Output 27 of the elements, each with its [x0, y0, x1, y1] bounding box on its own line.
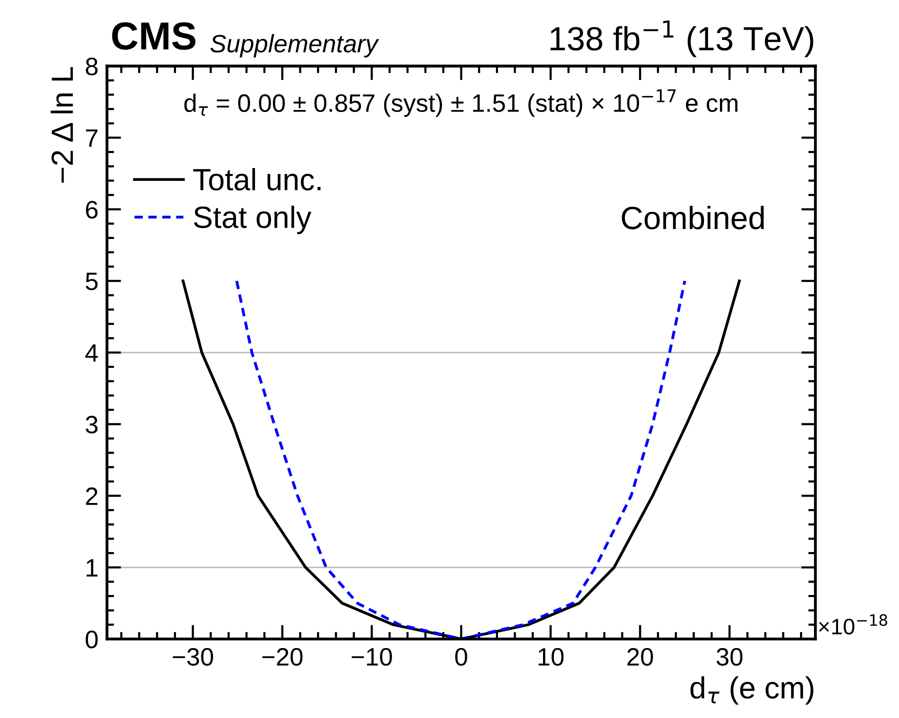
x-axis-title: d$_{τ}$ (e cm) — [690, 676, 814, 705]
y-tick-label: 3 — [86, 416, 98, 434]
y-tick-label: 7 — [86, 130, 98, 147]
y-axis-title: −2 Δ ln L — [50, 67, 73, 183]
y-tick-label: 2 — [86, 487, 98, 505]
annotation: Combined — [622, 206, 764, 230]
x-tick-label: −30 — [172, 648, 214, 666]
annotation: d$_{τ}$ = 0.00 ± 0.857 (syst) ± 1.51 (stat) × 10$^{−17}$ e cm — [184, 89, 738, 117]
text: 138 fb$^{−1}$ (13 TeV) — [550, 20, 814, 58]
x-tick-label: 10 — [538, 648, 564, 666]
text: CMS — [112, 22, 196, 50]
text: Supplementary — [210, 34, 380, 58]
y-tick-label: 1 — [86, 559, 98, 576]
y-tick-label: 8 — [86, 58, 98, 76]
y-tick-label: 6 — [86, 200, 98, 219]
y-tick-label: 5 — [86, 272, 98, 290]
y-tick-label: 0 — [86, 630, 98, 648]
y-tick-label: 4 — [85, 344, 98, 362]
x-tick-label: 20 — [627, 648, 654, 666]
line-series — [235, 280, 686, 640]
x-tick-label: 30 — [716, 648, 742, 666]
x-tick-label: −20 — [262, 648, 303, 666]
text: ×10$^{−18}$ — [819, 614, 888, 634]
x-tick-label: −10 — [352, 648, 392, 666]
legend-label: Total unc. — [193, 168, 321, 190]
legend-label: Stat only — [194, 206, 312, 234]
x-tick-label: 0 — [455, 648, 468, 666]
